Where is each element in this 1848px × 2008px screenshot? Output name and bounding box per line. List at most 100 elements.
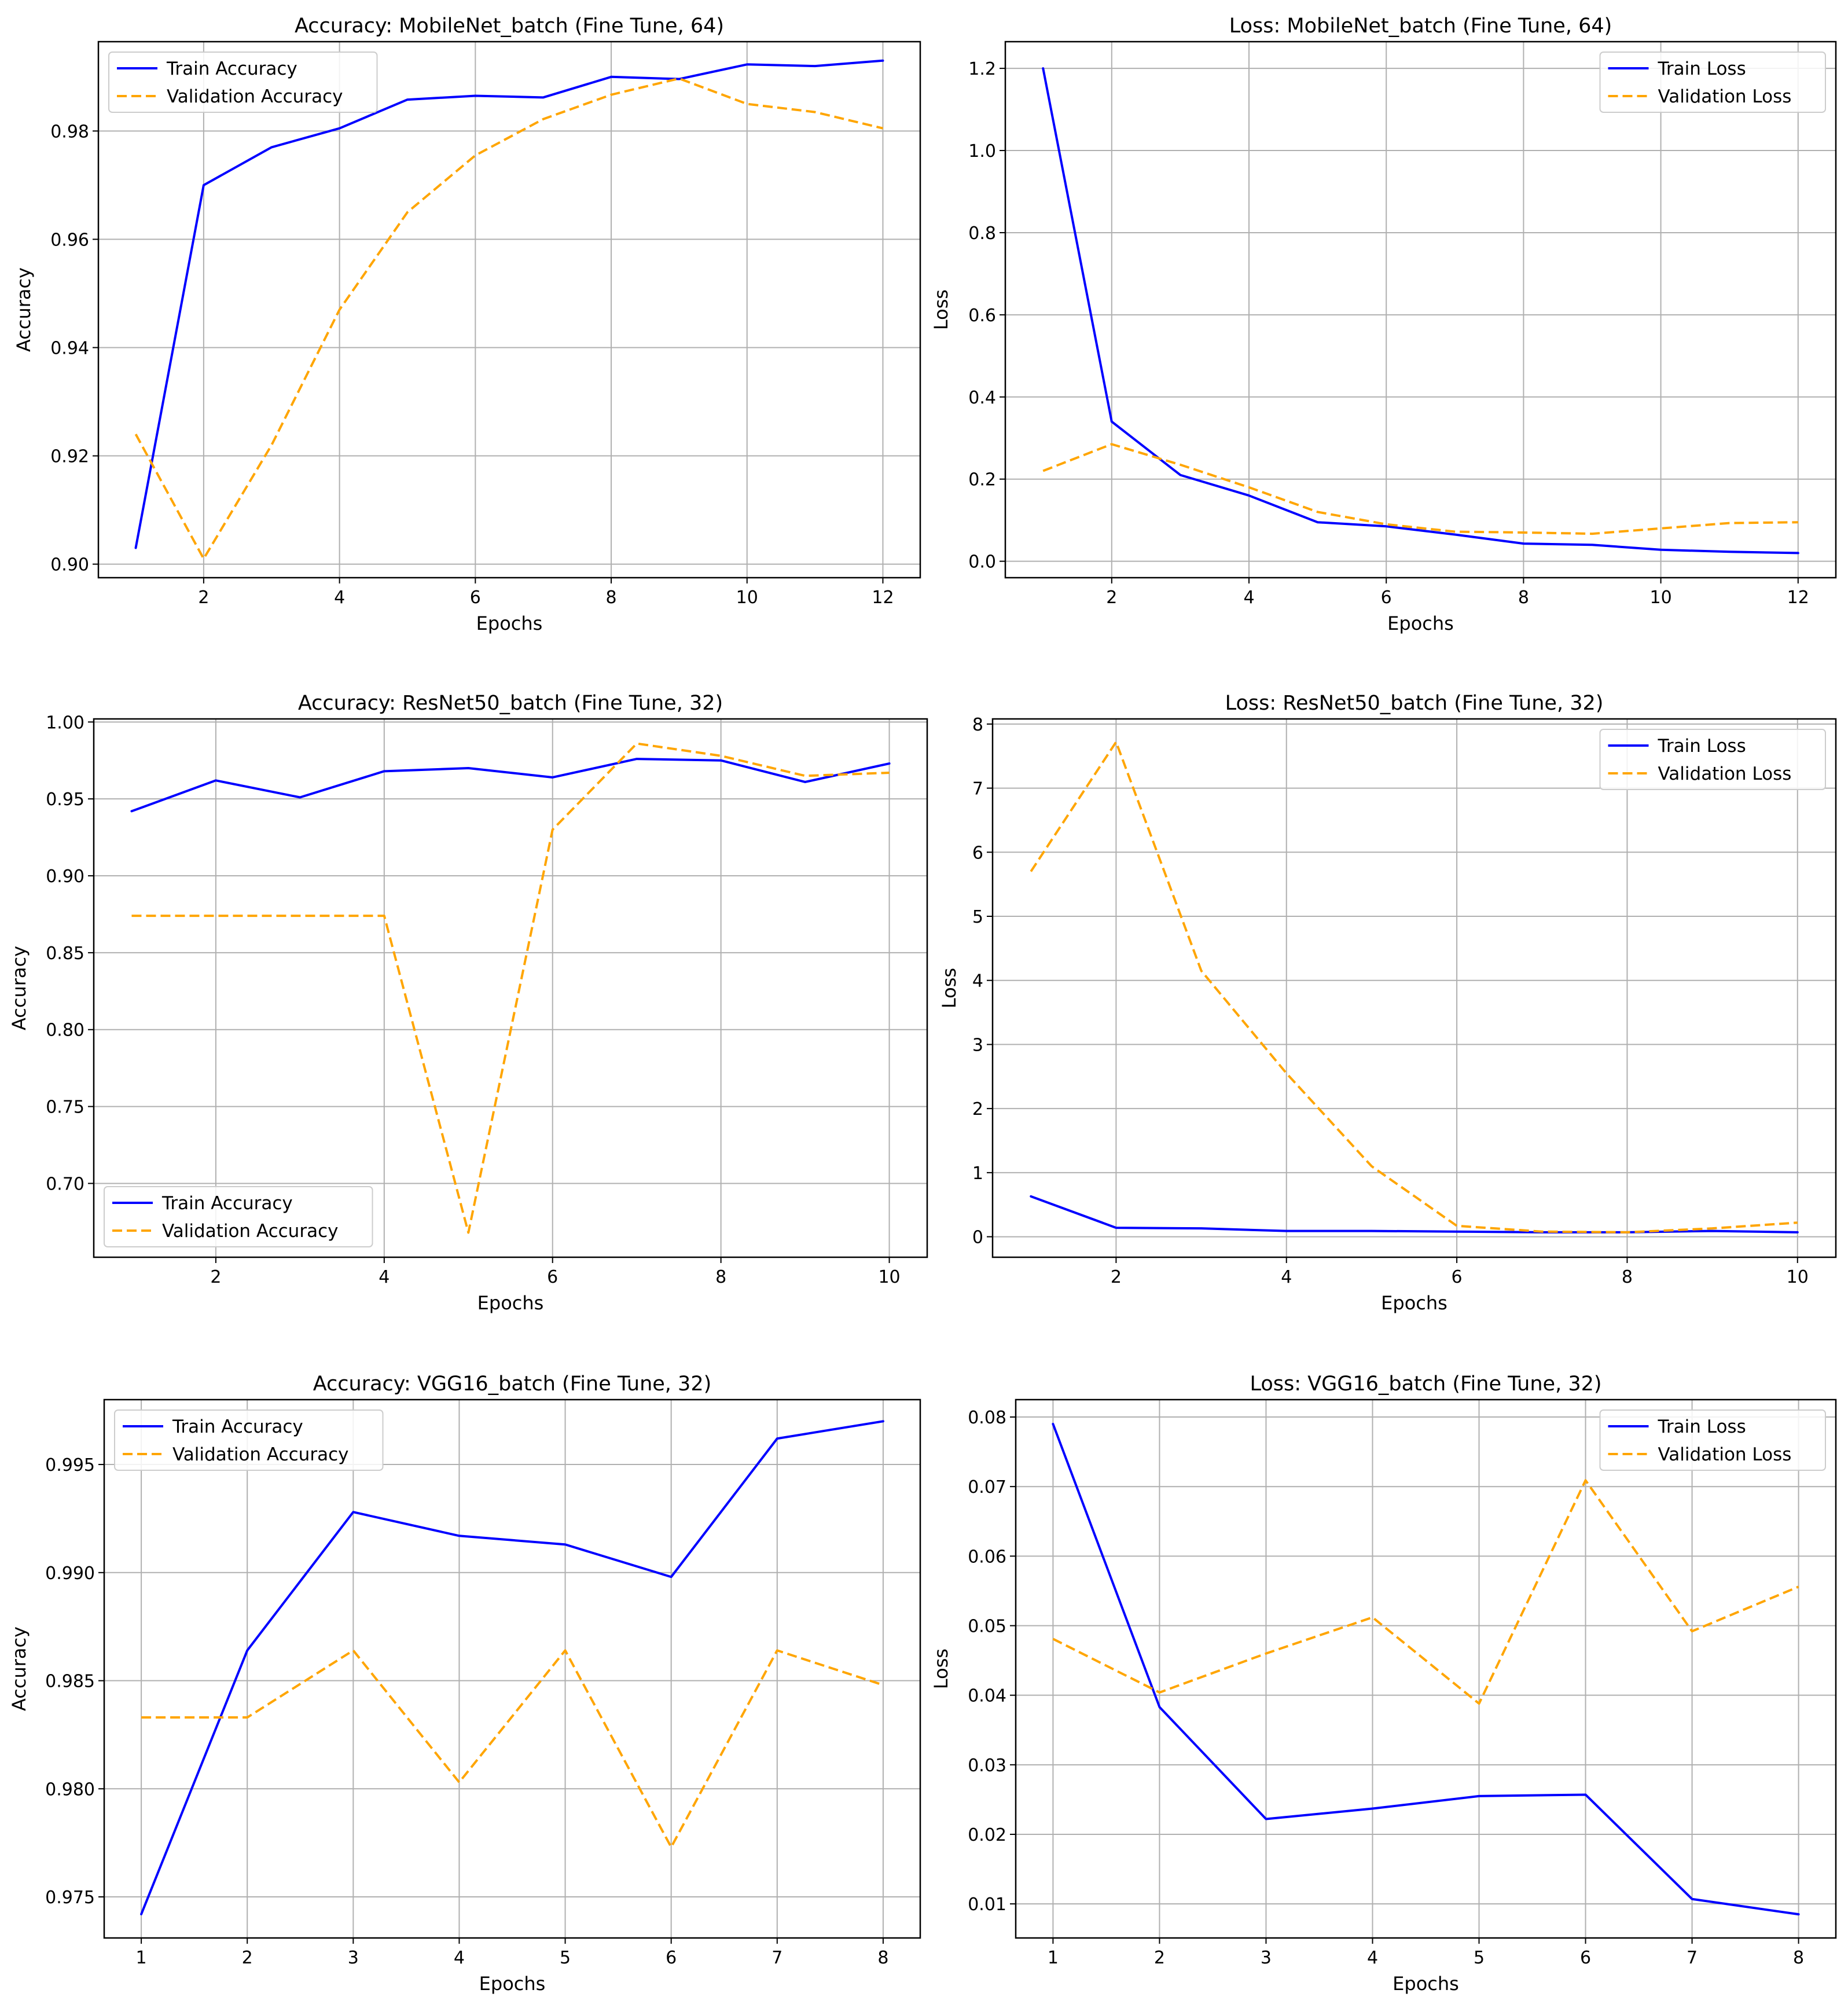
legend-box <box>1599 729 1826 790</box>
legend: Train Loss Validation Loss <box>1599 729 1826 790</box>
y-tick-label: 0.80 <box>46 1020 84 1041</box>
x-tick-label: 4 <box>1281 1267 1292 1287</box>
legend-box <box>1599 52 1826 113</box>
validation-series-line <box>134 77 883 560</box>
legend-box <box>1599 1409 1826 1471</box>
y-tick-label: 1 <box>972 1163 983 1184</box>
y-tick-label: 0.95 <box>46 790 84 810</box>
y-tick-label: 0.94 <box>50 338 89 358</box>
x-tick-label: 10 <box>1649 588 1671 608</box>
y-tick-label: 0.92 <box>50 447 89 467</box>
legend-label: Validation Accuracy <box>162 1221 338 1242</box>
y-tick-label: 7 <box>972 779 983 799</box>
x-tick-label: 2 <box>210 1267 221 1287</box>
y-tick-label: 5 <box>972 907 983 927</box>
y-tick-label: 0.05 <box>968 1617 1006 1637</box>
legend-label: Validation Loss <box>1658 86 1792 107</box>
y-tick-label: 0.90 <box>46 867 84 887</box>
y-tick-label: 0.85 <box>46 944 84 964</box>
y-tick-label: 0.07 <box>968 1477 1006 1497</box>
axes-frame <box>991 718 1837 1258</box>
x-tick-label: 8 <box>1518 588 1529 608</box>
legend-label: Train Loss <box>1658 1416 1746 1437</box>
x-tick-label: 4 <box>379 1267 390 1287</box>
y-tick-label: 2 <box>972 1099 983 1119</box>
y-tick-label: 1.0 <box>968 141 996 161</box>
x-tick-label: 7 <box>771 1948 782 1968</box>
train-series-line <box>1030 1195 1799 1234</box>
x-tick-label: 2 <box>1154 1948 1165 1968</box>
y-tick-label: 0.01 <box>968 1895 1006 1915</box>
x-tick-label: 8 <box>1622 1267 1633 1287</box>
y-tick-label: 3 <box>972 1035 983 1055</box>
legend-label: Train Loss <box>1658 58 1746 79</box>
x-tick-label: 8 <box>877 1948 888 1968</box>
x-tick-label: 6 <box>666 1948 677 1968</box>
y-tick-label: 6 <box>972 843 983 863</box>
x-axis-label: Epochs <box>1393 1973 1459 1995</box>
x-tick-label: 10 <box>1787 1267 1809 1287</box>
y-axis-label: Accuracy <box>8 1627 30 1711</box>
x-tick-label: 8 <box>715 1267 726 1287</box>
x-tick-label: 6 <box>547 1267 558 1287</box>
y-tick-label: 0.995 <box>45 1455 95 1475</box>
validation-series-line <box>1030 740 1798 1234</box>
x-tick-label: 8 <box>1793 1948 1804 1968</box>
axes-frame <box>103 1398 921 1939</box>
chart-1: 2 4 6 8 10 12 0.0 0.2 0.4 0.6 0.8 1.0 1.2 Loss: Mobil… <box>930 14 1837 634</box>
x-tick-label: 12 <box>1787 588 1809 608</box>
train-series-line <box>140 1420 884 1915</box>
y-axis-label: Loss <box>930 1649 952 1689</box>
chart-0: 2 4 6 8 10 12 0.90 0.92 0.94 0.96 0.98 Accuracy: Mo… <box>13 14 921 634</box>
x-axis-label: Epochs <box>476 612 543 634</box>
y-tick-label: 0 <box>972 1228 983 1248</box>
y-tick-label: 0.98 <box>50 122 89 142</box>
axes-frame <box>1004 41 1837 579</box>
x-tick-label: 2 <box>198 588 209 608</box>
x-tick-label: 6 <box>1580 1948 1591 1968</box>
legend-label: Validation Loss <box>1658 1444 1792 1465</box>
y-tick-label: 0.985 <box>45 1672 95 1692</box>
y-tick-label: 0.8 <box>968 223 996 244</box>
chart-title: Accuracy: ResNet50_batch (Fine Tune, 32) <box>298 692 723 715</box>
legend-box <box>104 1186 373 1247</box>
y-tick-label: 0.04 <box>968 1686 1006 1706</box>
y-axis-label: Accuracy <box>8 946 30 1030</box>
legend: Train Loss Validation Loss <box>1599 52 1826 113</box>
chart-2: 2 4 6 8 10 0.70 0.75 0.80 0.85 0.90 0.95 1.00 Accura… <box>8 692 928 1314</box>
chart-title: Loss: ResNet50_batch (Fine Tune, 32) <box>1225 692 1604 715</box>
axes-frame <box>93 718 928 1258</box>
legend-label: Validation Accuracy <box>167 86 343 107</box>
x-tick-label: 10 <box>878 1267 900 1287</box>
y-tick-label: 0.4 <box>968 388 996 408</box>
x-tick-label: 5 <box>1474 1948 1485 1968</box>
axes-frame <box>97 41 921 579</box>
legend: Train Accuracy Validation Accuracy <box>114 1409 384 1471</box>
y-tick-label: 0.2 <box>968 470 996 490</box>
x-axis-label: Epochs <box>477 1292 544 1314</box>
legend-label: Train Accuracy <box>172 1416 303 1437</box>
validation-series-line <box>1052 1479 1799 1705</box>
y-tick-label: 0.08 <box>968 1408 1006 1428</box>
y-tick-label: 0.75 <box>46 1097 84 1118</box>
x-tick-label: 12 <box>872 588 894 608</box>
y-tick-label: 0.980 <box>45 1779 95 1800</box>
x-tick-label: 6 <box>470 588 481 608</box>
y-tick-label: 0.6 <box>968 306 996 326</box>
x-tick-label: 1 <box>136 1948 147 1968</box>
chart-title: Loss: MobileNet_batch (Fine Tune, 64) <box>1229 14 1612 38</box>
train-series-line <box>134 59 884 549</box>
legend-box <box>114 1409 384 1471</box>
x-tick-label: 10 <box>736 588 758 608</box>
x-tick-label: 4 <box>454 1948 465 1968</box>
x-axis-label: Epochs <box>1381 1292 1447 1314</box>
legend: Train Loss Validation Loss <box>1599 1409 1826 1471</box>
x-tick-label: 4 <box>334 588 345 608</box>
train-series-line <box>130 758 891 813</box>
legend: Train Accuracy Validation Accuracy <box>108 52 378 113</box>
x-tick-label: 2 <box>242 1948 253 1968</box>
y-tick-label: 1.2 <box>968 59 996 79</box>
x-tick-label: 8 <box>605 588 616 608</box>
